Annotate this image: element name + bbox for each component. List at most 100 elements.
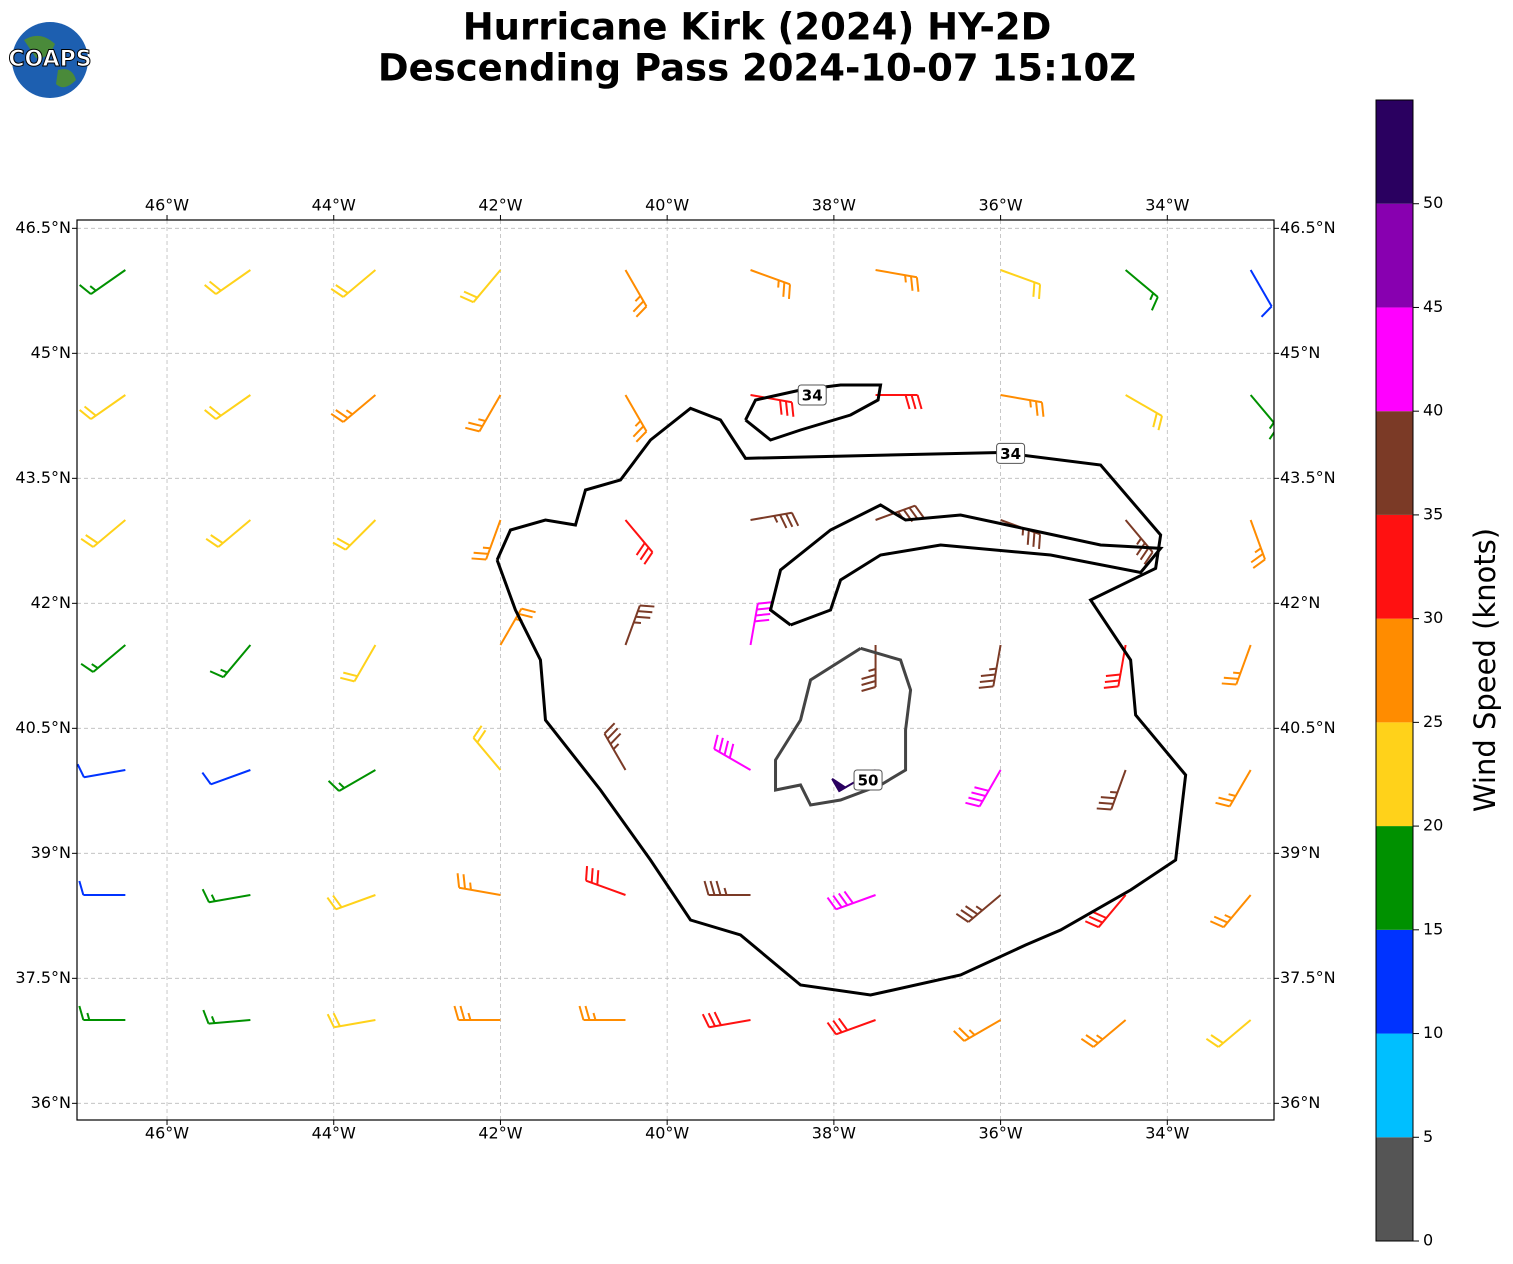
barb-full [728,743,735,759]
barb-half [773,515,779,523]
wind-barb [471,519,502,561]
barb-full [202,1009,210,1025]
barb-full [635,542,646,556]
barb-staff [750,269,791,286]
barb-full [971,791,986,797]
chart-title: Hurricane Kirk (2024) HY-2D [463,6,1052,49]
barb-full [1032,532,1036,547]
barb-staff [338,769,376,792]
wind-barb [826,890,876,911]
y-tick-label: 43.5°N [1280,468,1336,487]
wind-barb [750,269,791,299]
y-tick-label: 40.5°N [1280,718,1336,737]
barb-full [980,673,996,678]
barb-full [332,1012,341,1027]
barb-pennant [831,778,848,793]
barb-staff [1124,269,1159,298]
chart-subtitle: Descending Pass 2024-10-07 15:10Z [378,47,1136,90]
barb-full [632,300,645,313]
barb-full [79,284,92,295]
contour-label: 34 [1000,445,1021,463]
wind-barb [1096,769,1127,811]
logo-text: COAPS [8,47,91,72]
barb-staff [1222,894,1252,928]
barb-half [1268,422,1274,430]
y-tick-label: 42°N [31,593,71,612]
barb-full [578,1005,585,1021]
barb-half [989,667,997,671]
barb-full [915,277,920,292]
barb-full [201,771,212,785]
wind-barb [1103,644,1127,689]
wind-barb [79,394,126,420]
barb-staff [835,894,876,911]
barb-staff [342,269,377,298]
y-tick-label: 39°N [31,843,71,862]
barb-half [345,409,353,416]
barb-full [826,1021,837,1035]
barb-staff [585,879,626,896]
wind-barb [1249,519,1266,569]
barb-full [1218,796,1233,803]
barb-half [86,1012,91,1021]
wind-barb [459,269,502,304]
barb-full [205,538,219,548]
barb-staff [992,644,1002,687]
contour-line [744,383,883,442]
barb-full [838,892,849,906]
barb-full [1260,305,1273,318]
barb-full [968,796,983,803]
barb-full [1026,530,1030,545]
barb-half [777,280,780,288]
barb-full [462,874,466,889]
barb-half [220,668,228,674]
barb-staff [1000,269,1041,286]
barb-full [476,729,487,743]
barb-staff [1097,894,1127,928]
barb-staff [215,269,251,295]
barb-full [643,551,654,565]
wind-barb [204,269,251,295]
barb-staff [624,605,641,646]
contour-label: 50 [858,772,879,790]
wind-barb [1209,894,1252,929]
wind-barb [1221,644,1252,686]
barb-full [709,880,716,896]
barb-staff [92,519,126,548]
wind-barb [1000,269,1042,299]
barb-half [612,743,620,750]
barb-full [1096,807,1112,811]
wind-barb [78,1005,126,1021]
barb-full [330,288,344,298]
barb-full [832,894,843,908]
barb-half [975,905,983,912]
barb-full [784,401,789,416]
wind-barb [1205,1019,1252,1048]
wind-barb [201,888,251,904]
wind-barb [201,769,251,786]
barb-staff [750,511,793,521]
barb-full [204,409,217,420]
barb-full [639,547,650,561]
barb-staff [603,733,627,771]
barb-full [210,534,224,544]
wind-barb [1080,1019,1127,1048]
barb-full [1209,920,1225,929]
barb-full [332,894,343,908]
x-tick-label: 38°W [812,1124,856,1143]
barb-staff [458,886,501,896]
barb-full [635,305,648,318]
barb-full [335,409,349,419]
barb-full [916,394,923,410]
wind-barb [1249,269,1273,318]
colorbar-bin [1376,722,1413,827]
barb-half [210,894,216,902]
barb-full [1080,1038,1095,1048]
colorbar-tick-label: 45 [1423,297,1443,316]
barb-full [472,725,483,739]
barb-full [1088,915,1103,924]
wind-barb [749,601,773,646]
wind-barb [701,1011,751,1029]
colorbar-bin [1376,411,1413,515]
wind-barb [80,519,126,548]
